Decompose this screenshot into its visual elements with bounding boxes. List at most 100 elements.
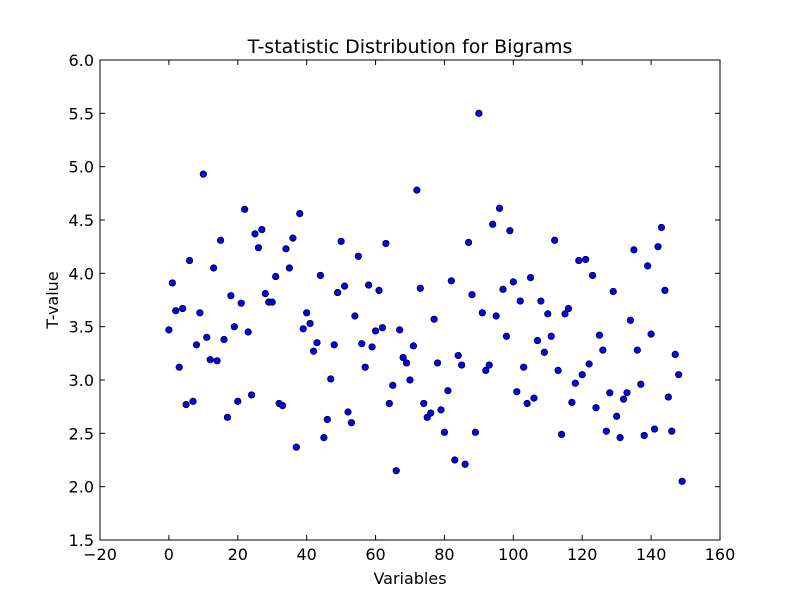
data-point <box>482 366 490 374</box>
data-point <box>223 413 232 421</box>
data-point <box>485 361 493 369</box>
data-point <box>203 333 211 341</box>
data-point <box>320 433 328 442</box>
data-point <box>530 394 538 402</box>
data-point <box>385 399 393 408</box>
x-tick-label: 80 <box>434 545 454 564</box>
data-point <box>554 366 562 374</box>
data-point <box>327 375 335 383</box>
data-point <box>416 284 424 292</box>
data-point <box>247 391 256 399</box>
data-point <box>354 252 362 260</box>
y-tick-label: 4.0 <box>69 264 94 283</box>
data-point <box>351 312 359 320</box>
y-tick-label: 2.0 <box>69 478 94 497</box>
y-tick-label: 2.5 <box>69 424 94 443</box>
data-point <box>520 363 528 371</box>
x-tick-label: 120 <box>567 545 598 564</box>
data-point <box>671 350 679 358</box>
data-point <box>561 310 569 318</box>
data-point <box>261 289 269 298</box>
data-point <box>420 399 428 408</box>
data-point <box>630 246 638 254</box>
x-tick-label: 60 <box>365 545 385 564</box>
data-point <box>337 237 345 245</box>
data-point <box>199 170 207 178</box>
data-point <box>509 278 517 286</box>
data-point <box>678 477 686 485</box>
data-point <box>227 292 235 300</box>
x-tick-label: 160 <box>705 545 736 564</box>
data-point <box>382 239 390 248</box>
data-point <box>396 326 404 334</box>
data-point <box>437 406 445 414</box>
x-tick-label: −20 <box>83 545 117 564</box>
data-point <box>582 255 590 264</box>
data-point <box>347 419 356 427</box>
y-axis-label: T-value <box>43 271 62 329</box>
y-tick-label: 5.5 <box>69 104 94 123</box>
data-point <box>433 359 442 367</box>
data-point <box>182 400 190 409</box>
data-point <box>644 262 652 270</box>
data-point <box>461 460 469 468</box>
data-point <box>268 298 276 306</box>
data-point <box>175 363 183 371</box>
data-point <box>285 264 294 272</box>
y-tick-label: 4.5 <box>69 211 94 230</box>
data-point <box>392 467 400 475</box>
data-point <box>399 353 407 362</box>
data-point <box>657 223 666 232</box>
data-point <box>409 342 418 350</box>
data-point <box>427 409 435 417</box>
y-tick-label: 1.5 <box>69 531 94 550</box>
data-point <box>602 427 610 435</box>
data-point <box>413 186 421 194</box>
data-point <box>292 443 300 451</box>
data-point <box>206 356 214 364</box>
data-point <box>358 340 366 348</box>
data-point <box>506 227 514 235</box>
data-point <box>575 256 583 265</box>
data-point <box>402 359 411 367</box>
data-point <box>172 307 180 315</box>
data-point <box>272 272 280 281</box>
data-point <box>451 456 459 464</box>
data-point <box>378 324 387 332</box>
data-point <box>196 309 204 317</box>
data-point <box>654 243 662 251</box>
data-point <box>323 415 331 424</box>
data-point <box>606 389 614 397</box>
data-point <box>440 428 449 436</box>
data-point <box>303 309 311 317</box>
data-point <box>282 245 290 253</box>
data-point <box>165 326 173 334</box>
chart-title: T-statistic Distribution for Bigrams <box>247 36 573 58</box>
data-point <box>444 387 452 395</box>
data-point <box>544 310 552 318</box>
plot-frame <box>99 59 721 541</box>
data-point <box>389 381 397 389</box>
data-point <box>551 236 559 244</box>
data-point <box>447 277 455 285</box>
data-point <box>299 325 307 333</box>
x-tick-label: 0 <box>164 545 174 564</box>
data-point <box>661 286 669 294</box>
data-point <box>613 412 621 420</box>
data-point <box>547 332 555 340</box>
data-point <box>185 256 194 265</box>
data-point <box>668 427 676 435</box>
data-point <box>216 236 225 244</box>
data-point <box>210 264 218 272</box>
data-point <box>471 428 480 436</box>
data-point <box>361 363 369 371</box>
data-point <box>540 348 548 356</box>
data-point <box>244 328 252 336</box>
data-point <box>316 271 325 280</box>
data-point <box>430 315 438 323</box>
data-point <box>616 433 624 442</box>
data-point <box>344 408 352 416</box>
y-tick-label: 3.5 <box>69 318 94 337</box>
y-tick-label: 6.0 <box>69 51 94 70</box>
